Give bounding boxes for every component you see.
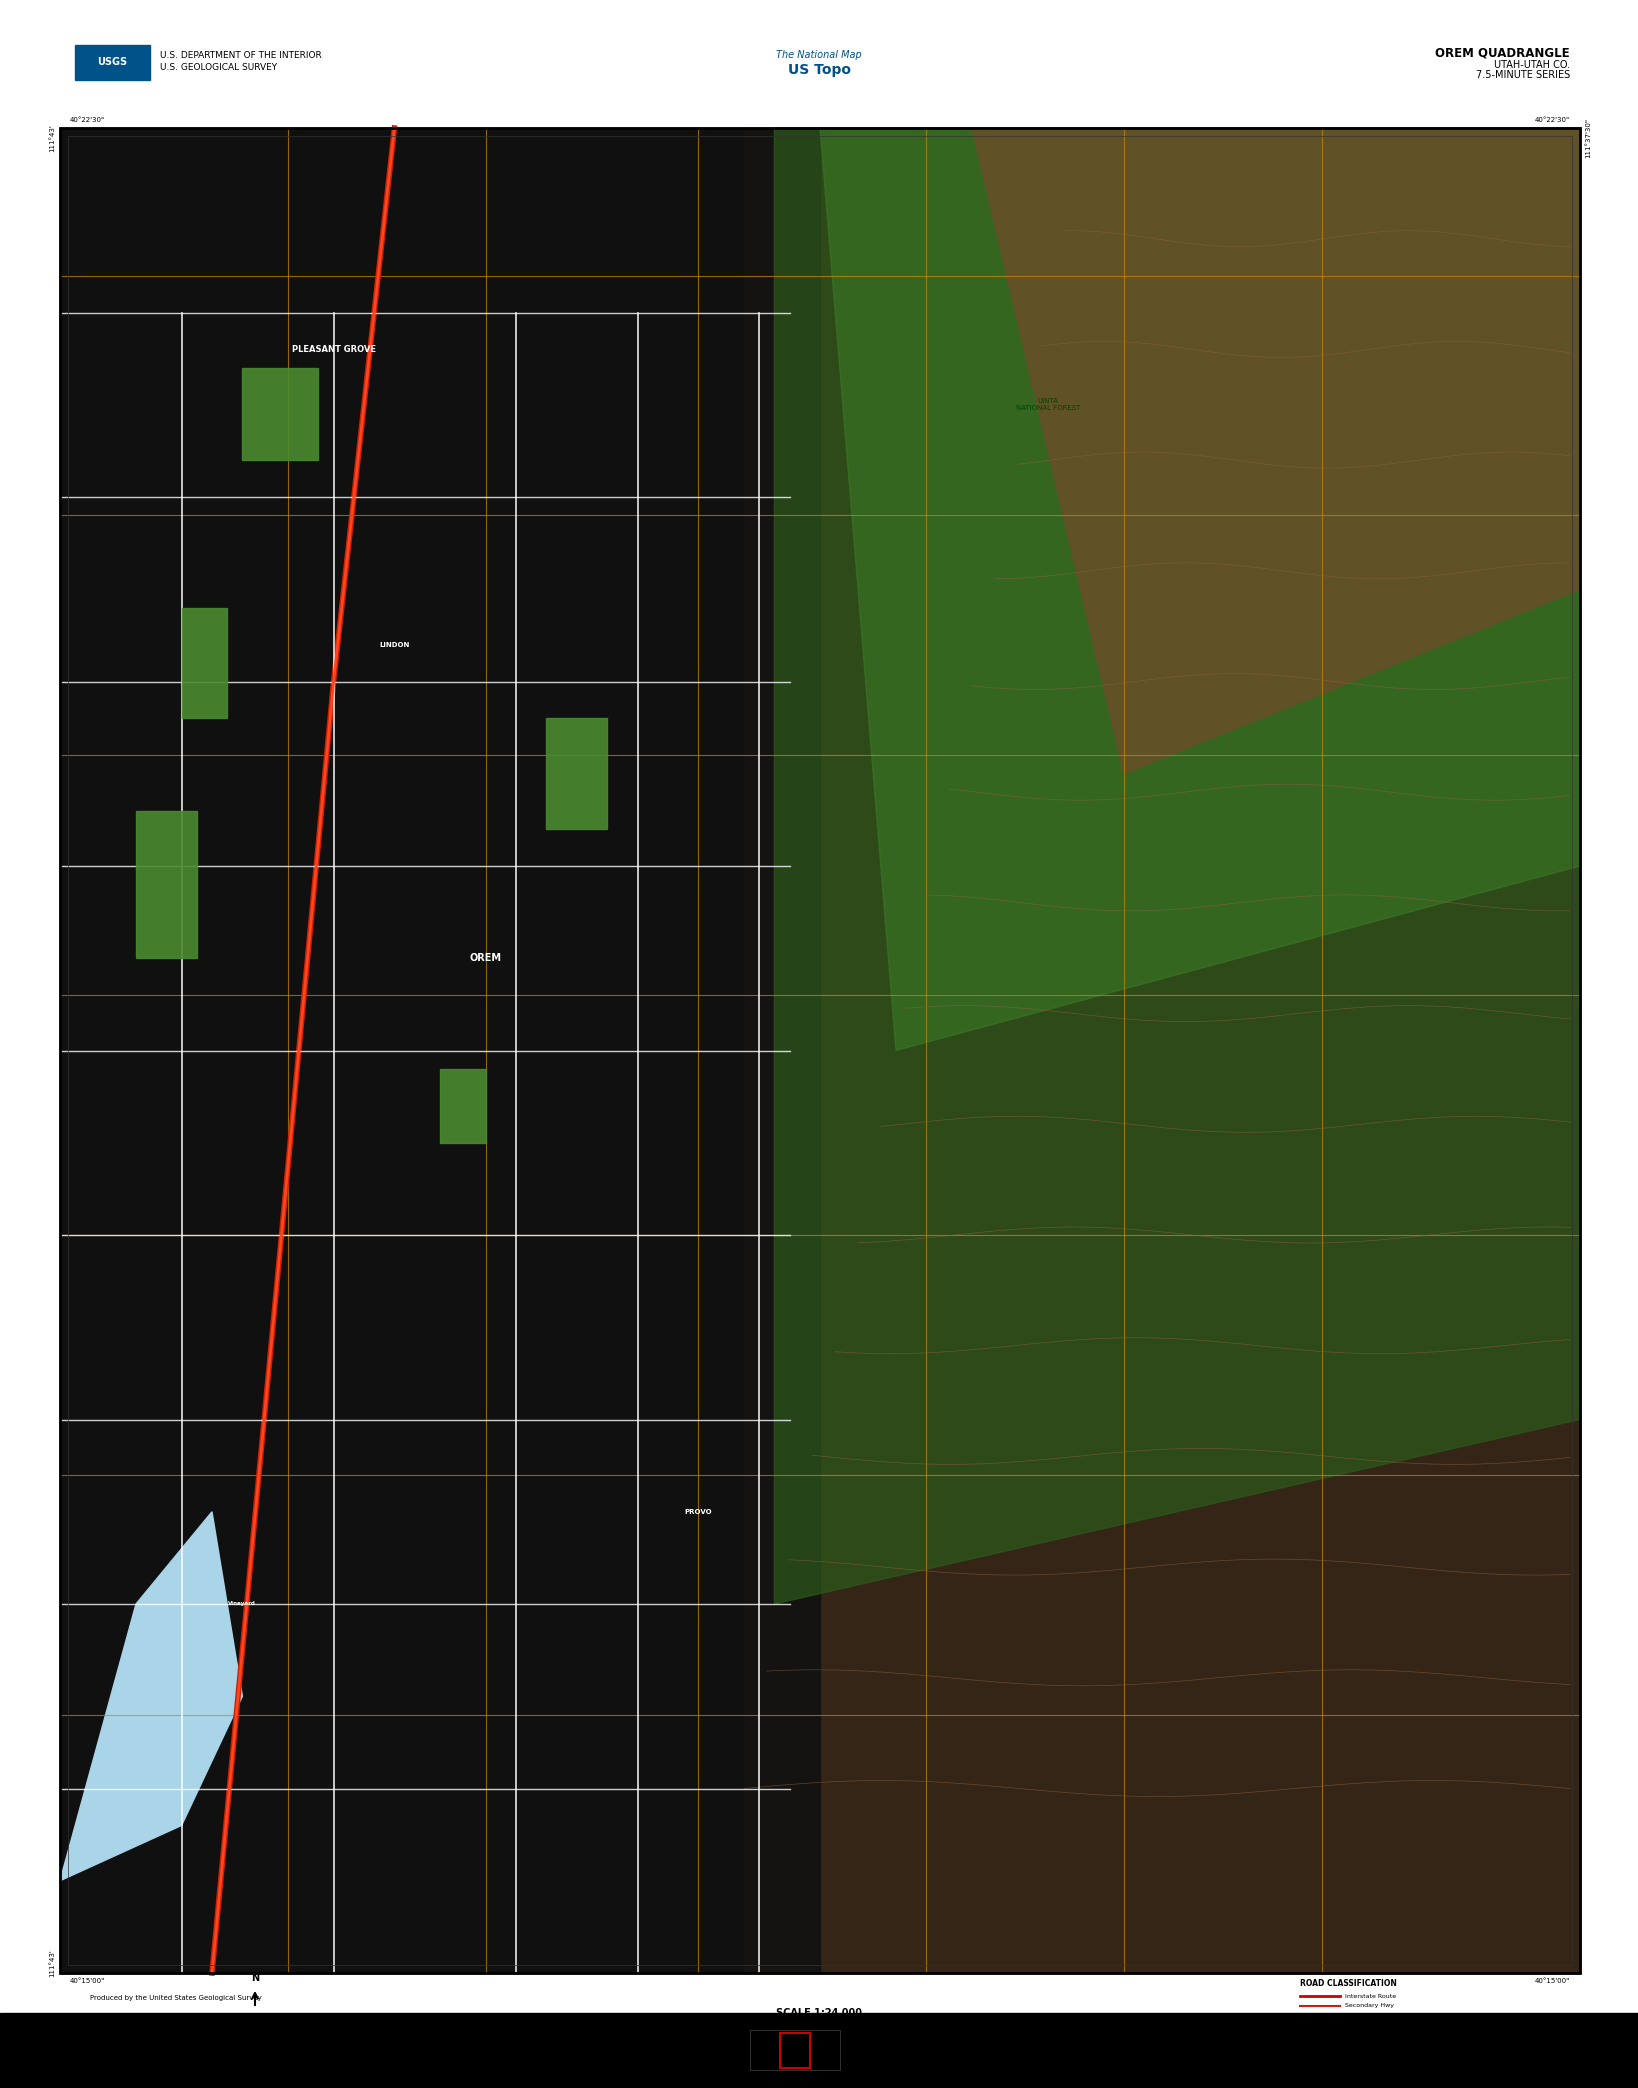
Polygon shape — [744, 127, 1581, 1973]
Text: ROAD CLASSIFICATION: ROAD CLASSIFICATION — [1301, 1979, 1397, 1988]
Text: The National Map: The National Map — [776, 50, 862, 61]
Text: OREM: OREM — [470, 954, 501, 963]
Text: 111°43': 111°43' — [49, 123, 56, 152]
Text: PROVO: PROVO — [685, 1510, 713, 1514]
Bar — [450, 2023, 531, 2030]
Text: U.S. GEOLOGICAL SURVEY: U.S. GEOLOGICAL SURVEY — [161, 63, 277, 73]
Text: UINTA
NATIONAL FOREST: UINTA NATIONAL FOREST — [1016, 399, 1079, 411]
Bar — [182, 608, 228, 718]
Text: SCALE 1:24 000: SCALE 1:24 000 — [776, 2009, 862, 2017]
Bar — [61, 127, 1581, 1973]
Polygon shape — [61, 1512, 242, 1881]
Bar — [69, 136, 1572, 1965]
Bar — [441, 1069, 485, 1142]
Bar — [775, 2023, 857, 2030]
Bar — [450, 2023, 1101, 2030]
Bar — [613, 2023, 695, 2030]
Text: 40°22'30": 40°22'30" — [1535, 117, 1569, 123]
Polygon shape — [821, 127, 1581, 1050]
Text: UTAH-UTAH CO.: UTAH-UTAH CO. — [1494, 61, 1569, 71]
Text: N: N — [251, 1973, 259, 1984]
Text: Secondary Hwy: Secondary Hwy — [1345, 2004, 1394, 2009]
Text: 7.5-MINUTE SERIES: 7.5-MINUTE SERIES — [1476, 71, 1569, 79]
Bar — [547, 718, 608, 829]
Text: U.S. DEPARTMENT OF THE INTERIOR: U.S. DEPARTMENT OF THE INTERIOR — [161, 50, 321, 58]
Bar — [695, 2023, 775, 2030]
Bar — [1019, 2023, 1101, 2030]
Text: USGS: USGS — [97, 56, 128, 67]
Bar — [136, 810, 197, 958]
Text: 40°15'00": 40°15'00" — [1535, 1977, 1569, 1984]
Polygon shape — [775, 127, 1581, 1604]
Bar — [61, 127, 821, 1973]
Bar — [750, 2030, 840, 2069]
Text: 111°43': 111°43' — [49, 1948, 56, 1977]
Bar — [857, 2023, 937, 2030]
Text: LINDON: LINDON — [380, 641, 410, 647]
Bar — [0, 2013, 1638, 2088]
Text: Interstate Route: Interstate Route — [1345, 1994, 1396, 1998]
Text: 111°37'30": 111°37'30" — [1586, 119, 1590, 159]
Bar — [61, 127, 1581, 1973]
Polygon shape — [971, 127, 1581, 775]
Bar — [780, 2034, 811, 2067]
Bar — [937, 2023, 1019, 2030]
Text: Vineyard: Vineyard — [228, 1601, 256, 1606]
Text: PLEASANT GROVE: PLEASANT GROVE — [292, 345, 375, 353]
Text: Local Road: Local Road — [1345, 2013, 1379, 2019]
Bar — [75, 46, 151, 79]
Text: 40°15'00": 40°15'00" — [70, 1977, 105, 1984]
Text: OREM QUADRANGLE: OREM QUADRANGLE — [1435, 46, 1569, 58]
Bar — [531, 2023, 613, 2030]
Bar — [242, 367, 318, 459]
Text: 40°22'30": 40°22'30" — [70, 117, 105, 123]
Text: US Topo: US Topo — [788, 63, 850, 77]
Text: Produced by the United States Geological Survey: Produced by the United States Geological… — [90, 1994, 262, 2000]
